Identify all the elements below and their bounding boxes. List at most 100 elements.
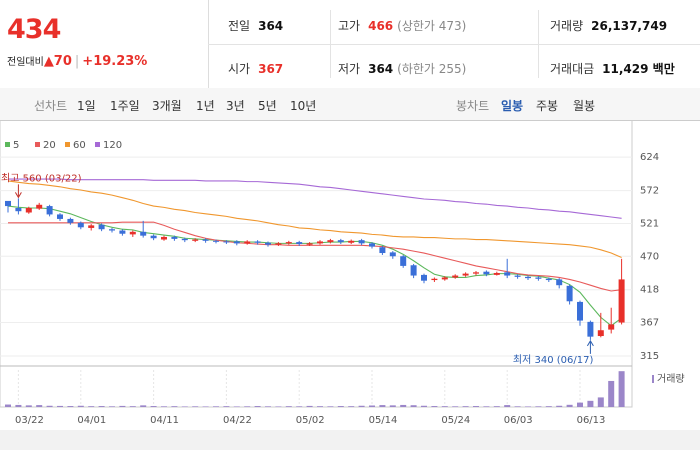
volume-bar (275, 406, 282, 407)
candle-body (577, 301, 583, 321)
x-tick-label: 05/24 (441, 415, 470, 426)
candle-body (244, 241, 251, 244)
volume-bar (410, 405, 417, 407)
candle-body (358, 240, 365, 244)
change: ▲70 (43, 54, 72, 69)
candle-body (473, 272, 479, 274)
candle-body (98, 224, 105, 230)
candle-body (504, 272, 511, 276)
volume-bar (421, 405, 427, 407)
legend-label: 60 (73, 140, 86, 151)
volume-bar (5, 404, 11, 407)
candle-body (88, 225, 95, 228)
candle-option[interactable]: 일봉 (501, 99, 524, 113)
legend-swatch (65, 142, 70, 147)
period-option[interactable]: 10년 (290, 99, 317, 113)
line-chart-label: 선차트 (34, 99, 68, 113)
volume-bar (296, 406, 303, 407)
candle-body (119, 230, 126, 234)
quote-item: 시가 367 (228, 60, 283, 77)
candle-body (545, 278, 552, 281)
candle-body (233, 241, 240, 244)
volume-bar (192, 406, 199, 407)
candle-body (36, 204, 43, 209)
candle-body (129, 231, 136, 235)
volume-bar (317, 406, 323, 407)
y-tick-label: 470 (640, 251, 659, 262)
quote-value: 11,429 백만 (602, 62, 675, 76)
candle-body (25, 208, 32, 213)
volume-bar (358, 405, 365, 407)
period-option[interactable]: 1주일 (110, 99, 140, 113)
candle-body (348, 240, 355, 243)
volume-bar (587, 400, 594, 407)
volume-bar (265, 406, 271, 407)
volume-bar (566, 404, 573, 407)
annotation-arrowhead (586, 339, 594, 347)
period-option[interactable]: 1년 (196, 99, 215, 113)
candle-body (462, 273, 469, 276)
y-tick-label: 624 (640, 152, 659, 163)
volume-bar (483, 406, 490, 407)
candle-body (192, 239, 199, 241)
candle-option[interactable]: 주봉 (536, 99, 559, 113)
volume-bar (88, 406, 95, 407)
quote-label: 시가 (228, 62, 251, 76)
volume-bar (57, 405, 63, 407)
candle-body (213, 240, 219, 242)
candle-body (77, 222, 84, 228)
quote-item: 거래량 26,137,749 (550, 17, 667, 34)
period-option[interactable]: 3년 (226, 99, 245, 113)
volume-bar (67, 406, 74, 407)
toolbar: 선차트 1일 1주일 3개월 1년 3년 5년 10년 봉차트 일봉 주봉 월봉 (0, 88, 700, 121)
volume-bar (109, 406, 115, 407)
ma-line (8, 178, 622, 219)
quote-item: 거래대금 11,429 백만 (550, 60, 675, 77)
candle-body (223, 241, 230, 243)
quote-value: 364 (258, 19, 284, 33)
volume-bar (254, 406, 261, 407)
period-option[interactable]: 3개월 (152, 99, 182, 113)
candle-body (535, 277, 542, 279)
change-line: 전일대비▲70 | +19.23% (7, 54, 148, 69)
candle-body (556, 279, 563, 286)
candle-body (109, 229, 115, 231)
candle-body (46, 206, 53, 215)
x-tick-label: 06/13 (577, 415, 606, 426)
candle-body (566, 285, 573, 302)
candle-body (5, 200, 11, 207)
volume-bar (223, 406, 230, 407)
quote-label: 거래량 (550, 19, 584, 33)
volume-bar (389, 405, 396, 407)
x-tick-label: 04/01 (77, 415, 106, 426)
legend-swatch (5, 142, 10, 147)
current-price: 434 (7, 14, 61, 45)
volume-bar (493, 406, 500, 407)
candle-body (369, 243, 375, 247)
volume-bar (327, 406, 334, 407)
candle-body (441, 277, 448, 280)
quote-item: 저가 364 (하한가 255) (338, 60, 466, 77)
volume-bar (431, 406, 438, 407)
volume-bar (514, 406, 521, 407)
volume-bar (337, 406, 344, 407)
candle-body (327, 240, 334, 243)
volume-bar (36, 405, 43, 407)
annotation: 최고 560 (03/22) (1, 172, 82, 184)
candle-body (181, 238, 188, 241)
volume-bar (171, 406, 178, 407)
candle-option[interactable]: 월봉 (573, 99, 596, 113)
period-option[interactable]: 1일 (77, 99, 96, 113)
candle-body (608, 324, 615, 330)
period-option[interactable]: 5년 (258, 99, 277, 113)
quote-item: 전일 364 (228, 17, 283, 34)
volume-bar (129, 406, 136, 407)
volume-bar (556, 405, 563, 407)
candle-body (618, 279, 625, 323)
volume-bar (140, 405, 147, 407)
candle-body (57, 214, 63, 219)
quote-value: 367 (258, 62, 284, 76)
candle-body (265, 242, 271, 245)
candle-body (296, 242, 303, 245)
candle-body (150, 235, 157, 239)
